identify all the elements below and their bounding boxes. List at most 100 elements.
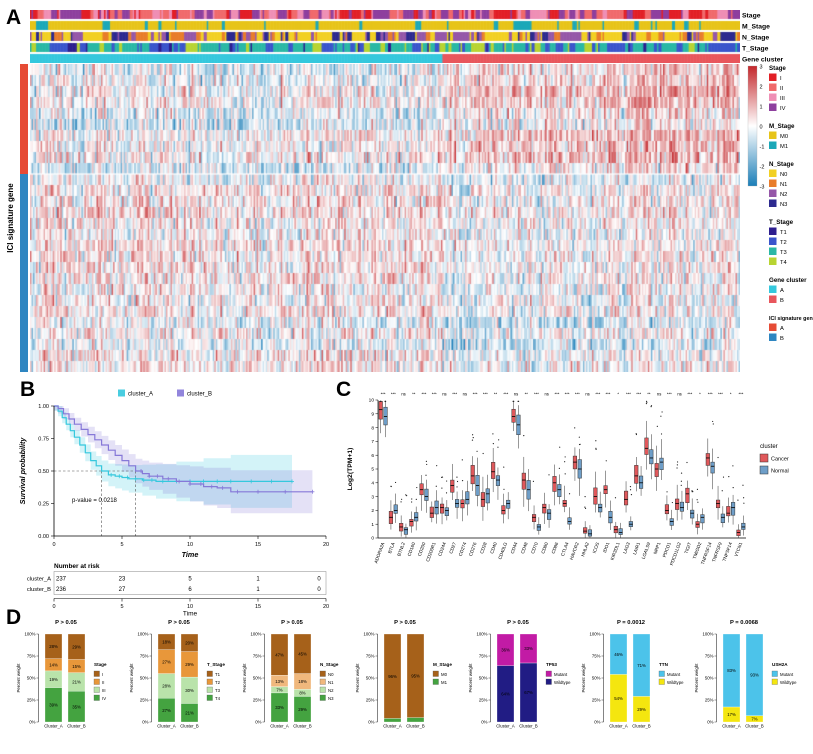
- track-label-1: M_Stage: [742, 24, 770, 31]
- bar-legend-label: M0: [441, 672, 448, 677]
- bar-ytick: 100%: [703, 632, 714, 637]
- box-gene-label: HHLA2: [580, 541, 590, 557]
- box-significance: ns: [401, 392, 405, 397]
- box-significance: ***: [667, 392, 672, 397]
- box-legend-label: Cancer: [771, 457, 789, 463]
- svg-text:21%: 21%: [185, 710, 194, 715]
- bar-legend-label: T1: [215, 672, 221, 677]
- bar-category-label: Cluster_A: [383, 724, 402, 729]
- bar-legend-label: II: [102, 680, 104, 685]
- risk-xtick: 15: [255, 604, 261, 610]
- heatmap-row-axis-label: ICI signature gene: [6, 183, 15, 253]
- box-legend-swatch: [759, 453, 769, 463]
- box-significance: ns: [463, 392, 467, 397]
- bar-category-label: Cluster_B: [632, 724, 651, 729]
- bar-legend-swatch: [771, 670, 778, 677]
- box-ytick: 9: [371, 412, 374, 418]
- bar-legend-label: III: [102, 688, 106, 693]
- colorbar-tick: 3: [760, 65, 763, 71]
- box-gene-label: LAG3: [622, 541, 631, 554]
- colorbar-tick: 1: [760, 105, 763, 111]
- bar-chart-title: P = 0.0068: [730, 620, 759, 626]
- bar-ytick: 75%: [592, 654, 601, 659]
- bar-segment-t4: [157, 698, 176, 723]
- bar-ytick: 50%: [140, 676, 149, 681]
- km-legend-label: cluster_A: [128, 392, 153, 398]
- colorbar-tick: 2: [760, 85, 763, 91]
- bar-legend-title: Stage: [94, 662, 107, 667]
- risk-value: 1: [256, 577, 260, 583]
- bar-ytick: 100%: [251, 632, 262, 637]
- bar-ytick: 50%: [27, 676, 36, 681]
- box-significance: ns: [657, 392, 661, 397]
- bar-ytick: 50%: [592, 676, 601, 681]
- legend-swatch: [769, 237, 777, 245]
- bar-legend-label: Mutant: [554, 672, 568, 677]
- svg-text:19%: 19%: [49, 677, 58, 682]
- box-significance: ***: [565, 392, 570, 397]
- legend-item-label: B: [780, 336, 784, 342]
- legend-item-label: N0: [780, 172, 787, 178]
- box-gene-label: CD86: [551, 541, 560, 554]
- bar-ylabel: Percent weight: [129, 663, 134, 693]
- km-xtick: 15: [255, 542, 261, 548]
- stacked-bar-chart-ttn: P = 0.0012 Percent weight 0% 25% 50% 75% 100% 4…: [581, 620, 684, 729]
- box-significance: ***: [473, 392, 478, 397]
- svg-text:96%: 96%: [388, 674, 397, 679]
- legend-item-label: B: [780, 298, 784, 304]
- svg-text:7%: 7%: [276, 688, 282, 693]
- box-significance: ***: [503, 392, 508, 397]
- bar-legend-swatch: [93, 694, 100, 701]
- box-significance: ns: [677, 392, 681, 397]
- svg-text:93%: 93%: [750, 673, 759, 678]
- box-significance: ***: [554, 392, 559, 397]
- bar-category-label: Cluster_B: [293, 724, 312, 729]
- legend-group-title-2: N_Stage: [769, 161, 794, 168]
- bar-legend-swatch: [319, 670, 326, 677]
- box-significance: *: [617, 392, 619, 397]
- svg-text:39%: 39%: [49, 703, 58, 708]
- box-significance: *: [730, 392, 732, 397]
- legend-item-label: I: [780, 76, 782, 82]
- panel-c-label: C: [336, 378, 352, 401]
- svg-text:35%: 35%: [72, 704, 81, 709]
- svg-text:45%: 45%: [298, 652, 307, 657]
- legend-item-label: T2: [780, 240, 787, 246]
- km-xtick: 5: [120, 542, 123, 548]
- svg-text:13%: 13%: [275, 679, 284, 684]
- legend-swatch: [769, 73, 777, 81]
- legend-swatch: [769, 169, 777, 177]
- svg-text:28%: 28%: [49, 644, 58, 649]
- box-gene-label: TMIGD2: [692, 541, 703, 559]
- risk-table-title: Number at risk: [54, 563, 100, 570]
- box-gene-label: CD70: [530, 541, 539, 554]
- gene-group-a-sidebar: [20, 64, 28, 174]
- gene-expression-boxplots: 012345678910Log2(TPM+1)***ADORA2A***BTLA…: [347, 392, 789, 567]
- bar-ytick: 25%: [366, 698, 375, 703]
- bar-category-label: Cluster_B: [519, 724, 538, 729]
- box-significance: **: [647, 392, 651, 397]
- km-xtick: 20: [323, 542, 329, 548]
- box-significance: ***: [738, 392, 743, 397]
- box-gene-label: BTLA: [387, 541, 396, 554]
- box-significance: ns: [585, 392, 589, 397]
- box-legend-swatch: [759, 465, 769, 475]
- km-ci-band-cluster_A: [54, 406, 292, 516]
- legend-swatch: [769, 333, 777, 341]
- box-gene-label: CD160: [407, 541, 417, 557]
- bar-ytick: 50%: [705, 676, 714, 681]
- legend-item-label: T1: [780, 230, 787, 236]
- km-ylabel: Survival probability: [18, 437, 27, 505]
- box-significance: **: [525, 392, 529, 397]
- svg-text:67%: 67%: [524, 690, 533, 695]
- legend-swatch: [769, 179, 777, 187]
- stacked-bar-chart-t_stage: P > 0.05 Percent weight 0% 25% 50% 75% 100% 18%…: [129, 620, 225, 729]
- bar-legend-swatch: [206, 670, 213, 677]
- legend-swatch: [769, 285, 777, 293]
- box-gene-label: CD244: [437, 541, 447, 557]
- legend-swatch: [769, 295, 777, 303]
- svg-text:21%: 21%: [72, 680, 81, 685]
- box-gene-label: CD40: [489, 541, 498, 554]
- bar-ytick: 50%: [479, 676, 488, 681]
